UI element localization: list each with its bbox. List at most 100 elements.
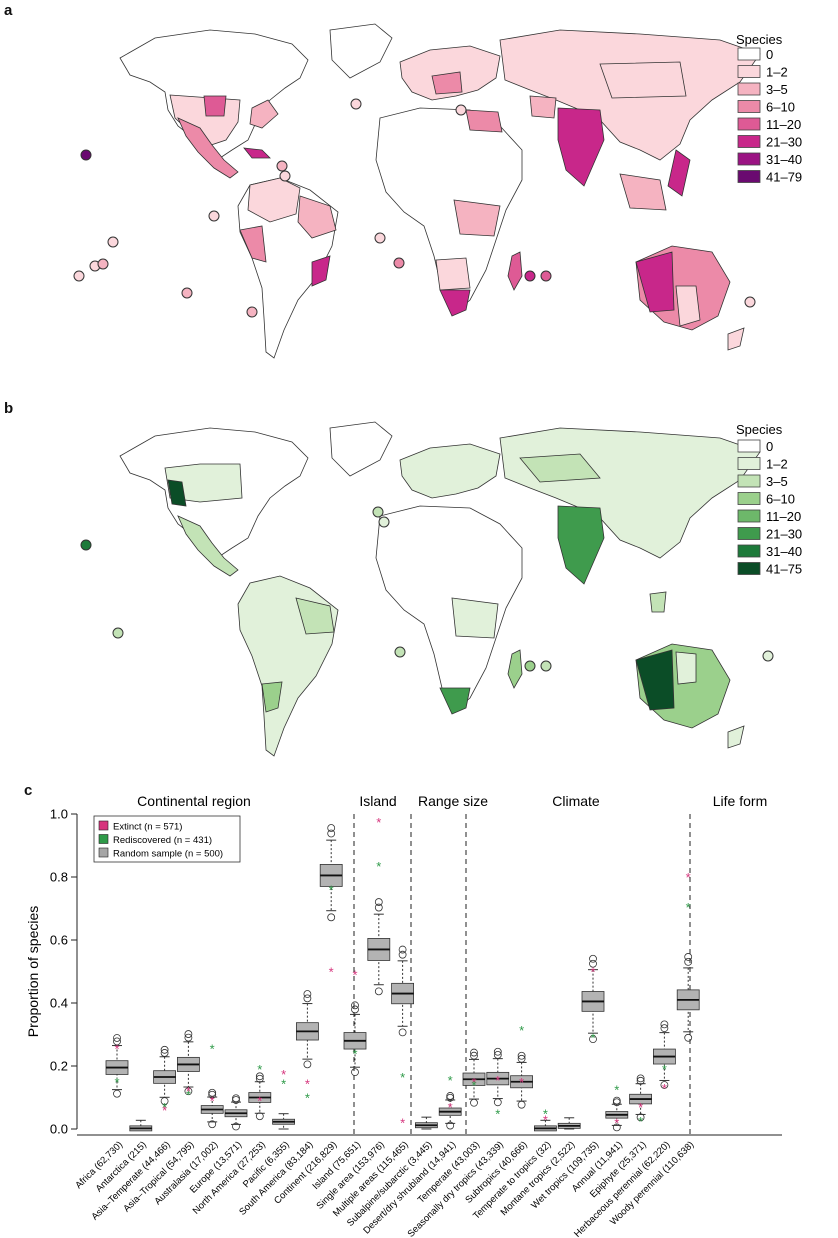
outlier-point — [374, 898, 383, 906]
rediscovered-marker: * — [471, 1078, 476, 1093]
legend-b-swatch — [737, 474, 761, 488]
box-24: ** — [676, 870, 700, 1042]
legend-a-label: 41–79 — [766, 170, 802, 185]
box-15: ** — [462, 1048, 486, 1107]
outlier-point — [255, 1112, 264, 1121]
outlier-point — [232, 1094, 240, 1103]
outlier-point — [493, 1051, 502, 1059]
outlier-point — [160, 1049, 169, 1057]
outlier-point — [374, 987, 383, 996]
y-tick-label: 0.6 — [50, 933, 68, 948]
extinct-marker: * — [638, 1100, 643, 1115]
outlier-point — [232, 1122, 240, 1131]
outlier-point — [470, 1048, 478, 1057]
outlier-point — [113, 1034, 121, 1042]
outlier-point — [303, 994, 312, 1003]
outlier-point — [327, 913, 336, 922]
extinct-marker: * — [210, 1094, 215, 1109]
chart-legend-swatch — [98, 847, 109, 858]
legend-b-title: Species — [736, 422, 783, 437]
box-8: ** — [295, 990, 319, 1106]
legend-b-swatch — [737, 509, 761, 523]
y-tick-label: 0.4 — [50, 996, 68, 1011]
outlier-point — [398, 945, 407, 954]
outlier-point — [684, 953, 693, 961]
island-markers-b — [80, 506, 774, 672]
group-header: Climate — [552, 793, 600, 809]
outlier-point — [113, 1037, 121, 1046]
group-header: Life form — [713, 793, 767, 809]
legend-a-label: 1–2 — [766, 65, 788, 80]
outlier-point — [493, 1098, 502, 1107]
legend-b-label: 11–20 — [766, 509, 801, 524]
rediscovered-marker: * — [686, 900, 691, 915]
chart-legend: Extinct (n = 571) Rediscovered (n = 431) R… — [93, 815, 241, 863]
chart-legend-label: Random sample (n = 500) — [113, 849, 223, 860]
outlier-point — [303, 990, 312, 998]
extinct-marker: * — [114, 1042, 119, 1057]
extinct-marker: * — [257, 1094, 262, 1109]
legend-a-swatch — [737, 100, 761, 113]
rediscovered-marker: * — [162, 1100, 167, 1115]
outlier-point — [660, 1081, 669, 1089]
boxplot-chart: 0.0 0.2 0.4 0.6 0.8 1.0 Proportion of species C… — [25, 793, 782, 1238]
y-tick-label: 0.2 — [50, 1059, 68, 1074]
rediscovered-marker: * — [638, 1114, 643, 1129]
group-header: Island — [359, 793, 396, 809]
extinct-marker: * — [614, 1116, 619, 1131]
box-18: ** — [534, 1106, 557, 1132]
extinct-marker: * — [686, 870, 691, 885]
outlier-point — [684, 1033, 693, 1042]
legend-b-label: 41–75 — [766, 562, 802, 577]
rediscovered-marker: * — [257, 1062, 262, 1077]
panel-a-letter: a — [4, 2, 13, 19]
box-4: ** — [200, 1042, 224, 1129]
box-2: ** — [153, 1045, 177, 1118]
legend-a-label: 11–20 — [766, 117, 801, 132]
outlier-point — [184, 1087, 193, 1096]
extinct-marker: * — [471, 1075, 476, 1090]
outlier-point — [160, 1097, 169, 1105]
legend-a-label: 6–10 — [766, 100, 795, 115]
box-12: ** — [391, 945, 415, 1131]
legend-a-label: 31–40 — [766, 152, 802, 167]
rediscovered-marker: * — [495, 1106, 500, 1121]
y-axis-label: Proportion of species — [25, 906, 41, 1038]
legend-a-label: 0 — [766, 47, 773, 62]
box-10: ** — [343, 968, 367, 1077]
y-tick-label: 0.0 — [50, 1122, 68, 1137]
outlier-point — [398, 950, 407, 959]
box-16: ** — [486, 1047, 510, 1121]
outlier-point — [636, 1076, 645, 1085]
outlier-point — [446, 1121, 455, 1130]
panel-c-letter: c — [24, 782, 33, 799]
extinct-marker: * — [352, 968, 357, 983]
outlier-point — [351, 1068, 359, 1077]
outlier-point — [327, 829, 336, 838]
outlier-point — [351, 1005, 359, 1014]
outlier-point — [113, 1089, 121, 1098]
outlier-point — [612, 1096, 621, 1105]
outlier-point — [160, 1045, 169, 1054]
island-markers-a — [73, 98, 756, 318]
rediscovered-marker: * — [614, 1083, 619, 1098]
legend-a-title: Species — [736, 32, 783, 47]
box-23: ** — [653, 1020, 676, 1096]
box-14: ** — [438, 1073, 462, 1130]
outlier-point — [398, 1028, 407, 1037]
outlier-point — [684, 958, 693, 966]
extinct-marker: * — [329, 965, 334, 980]
box-11: ** — [367, 815, 391, 996]
extinct-marker: * — [543, 1113, 548, 1128]
group-header: Range size — [418, 793, 488, 809]
box-19 — [557, 1117, 581, 1130]
outlier-point — [232, 1096, 240, 1104]
outlier-point — [493, 1047, 502, 1056]
legend-b-label: 0 — [766, 439, 773, 454]
extinct-marker: * — [448, 1100, 453, 1115]
legend-b-swatch — [737, 492, 761, 505]
box-6: ** — [248, 1062, 272, 1121]
extinct-marker: * — [186, 1084, 191, 1099]
legend-b-label: 3–5 — [766, 474, 788, 489]
outlier-point — [303, 1060, 312, 1069]
